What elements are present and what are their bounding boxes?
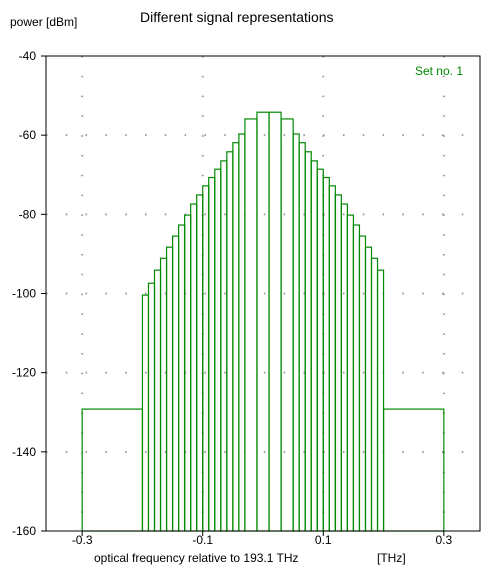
spectrum-bin (340, 203, 348, 532)
y-tick-label: -140 (12, 445, 36, 459)
spectrum-bin (214, 168, 222, 532)
spectrum-bin (346, 214, 355, 532)
spectrum-bin (147, 282, 156, 532)
y-axis-label: power [dBm] (10, 15, 77, 29)
spectrum-bin (280, 118, 294, 532)
spectrum-bin (165, 246, 174, 532)
x-tick-label: -0.1 (192, 533, 213, 547)
spectrum-bin (178, 224, 186, 532)
spectrum-bin (81, 408, 144, 532)
spectrum-bin (364, 246, 373, 532)
chart-title: Different signal representations (140, 9, 334, 25)
spectrum-bin (153, 269, 162, 532)
spectrum-bin (256, 111, 270, 532)
spectrum-bin (171, 235, 180, 532)
x-tick-label: 0.1 (315, 533, 332, 547)
y-tick-label: -160 (12, 524, 36, 538)
y-tick-label: -100 (12, 287, 36, 301)
spectrum-bin (376, 269, 385, 532)
spectrum-bin (232, 142, 240, 532)
x-tick-label: -0.3 (72, 533, 93, 547)
series-bins (81, 111, 445, 532)
axis-ticks: -40 -60 -80 -100 -120 -140 -160 -0.3 -0.1 0.1 0.3 (12, 49, 453, 547)
y-tick-label: -120 (12, 366, 36, 380)
y-tick-label: -80 (19, 207, 37, 221)
spectrum-bin (190, 203, 198, 532)
spectrum-bin (382, 408, 445, 532)
spectrum-bin (226, 151, 234, 532)
spectrum-bin (316, 168, 324, 532)
x-tick-label: 0.3 (435, 533, 452, 547)
x-axis-label: optical frequency relative to 193.1 THz (94, 551, 299, 565)
spectrum-bin (352, 224, 361, 532)
spectrum-bin (268, 111, 282, 532)
spectrum-bin (141, 294, 150, 532)
spectrum-bin (292, 133, 300, 532)
plot-area-frame (45, 55, 481, 532)
spectrum-bin (358, 235, 367, 532)
spectrum-bin (238, 133, 246, 532)
spectrum-bin (310, 160, 318, 532)
grid (46, 56, 480, 531)
spectrum-bin (298, 142, 306, 532)
y-tick-label: -60 (19, 128, 37, 142)
spectrum-bin (220, 160, 228, 532)
spectrum-bin (304, 151, 312, 532)
spectrum-bin (334, 194, 342, 532)
spectrum-bin (244, 118, 258, 532)
legend-label: Set no. 1 (415, 64, 463, 78)
y-tick-label: -40 (19, 49, 37, 63)
x-axis-unit: [THz] (377, 551, 406, 565)
spectrum-bin (159, 257, 168, 532)
spectrum-bin (202, 185, 210, 532)
spectrum-bin (328, 185, 336, 532)
spectrum-bin (208, 176, 216, 532)
spectrum-bin (196, 194, 204, 532)
spectrum-bin (370, 257, 379, 532)
